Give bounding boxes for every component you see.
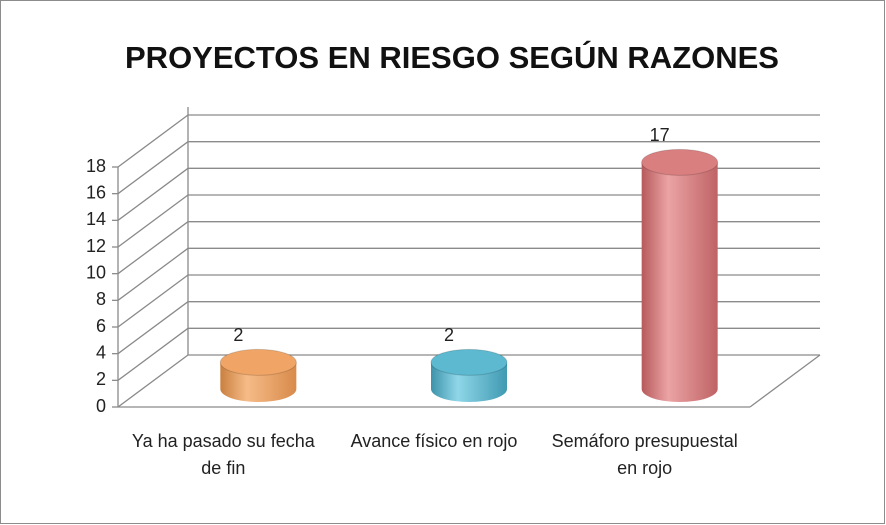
chart-title: PROYECTOS EN RIESGO SEGÚN RAZONES [125,39,779,75]
cylinder-body [641,162,718,403]
y-tick-label: 8 [96,289,106,309]
value-label: 2 [233,325,243,345]
x-tick-label: Avance físico en rojo [350,431,518,451]
grid-line [117,114,189,168]
y-tick-label: 16 [86,182,106,202]
cylinder [641,148,719,403]
y-tick-label: 2 [96,369,106,389]
grid-line [117,194,189,248]
cylinder-top [430,348,508,376]
y-tick-label: 6 [96,316,106,336]
x-tick-label: Semáforo presupuestal en rojo [551,431,738,478]
y-tick-label: 18 [86,156,106,176]
value-label: 2 [444,325,454,345]
grid-line [117,221,189,275]
grid-line [117,274,189,328]
value-label: 17 [650,125,670,145]
grid-line [117,247,189,301]
grid-line [117,354,189,408]
y-tick-label: 10 [86,262,106,282]
cylinder [219,348,297,402]
x-tick-label: Ya ha pasado su fecha de fin [131,431,315,478]
grid-line [117,327,189,381]
cylinder-top [219,348,297,376]
cylinder [430,348,508,402]
grid-line [117,141,189,195]
grid-line [117,301,189,355]
cylinder-top [641,148,719,176]
grid-line [117,167,189,221]
y-tick-label: 14 [86,209,106,229]
y-tick-label: 4 [96,342,106,362]
y-tick-label: 0 [96,396,106,416]
y-tick-label: 12 [86,236,106,256]
floor-edge [749,354,821,408]
